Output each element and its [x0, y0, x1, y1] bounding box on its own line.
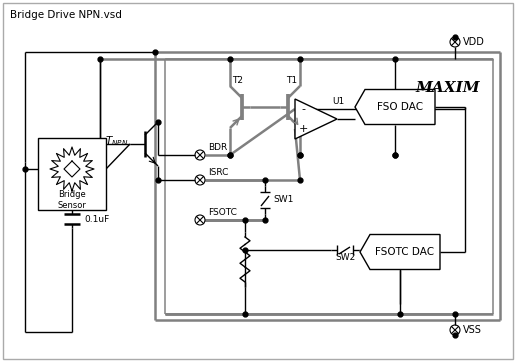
- Text: BDR: BDR: [208, 143, 227, 152]
- Text: +: +: [298, 124, 308, 134]
- Text: SW2: SW2: [335, 253, 355, 262]
- Text: FSO DAC: FSO DAC: [377, 102, 423, 112]
- Text: T2: T2: [233, 76, 244, 85]
- Text: FSOTC: FSOTC: [208, 208, 237, 217]
- Polygon shape: [355, 89, 435, 125]
- Text: $T_{NPN}$: $T_{NPN}$: [105, 134, 128, 148]
- Text: T1: T1: [286, 76, 298, 85]
- Text: VSS: VSS: [463, 325, 482, 335]
- Polygon shape: [360, 235, 440, 269]
- Polygon shape: [295, 99, 337, 139]
- Text: ISRC: ISRC: [208, 168, 229, 177]
- Text: Bridge
Sensor: Bridge Sensor: [58, 190, 87, 210]
- Text: 0.1uF: 0.1uF: [84, 215, 109, 223]
- FancyBboxPatch shape: [3, 3, 513, 359]
- Text: FSOTC DAC: FSOTC DAC: [376, 247, 434, 257]
- Text: Bridge Drive NPN.vsd: Bridge Drive NPN.vsd: [10, 10, 122, 20]
- Text: -: -: [301, 104, 305, 114]
- Text: SW1: SW1: [273, 195, 294, 205]
- Text: VDD: VDD: [463, 37, 485, 47]
- Text: MAXIM: MAXIM: [415, 81, 480, 95]
- Text: U1: U1: [332, 97, 344, 106]
- FancyBboxPatch shape: [38, 138, 106, 210]
